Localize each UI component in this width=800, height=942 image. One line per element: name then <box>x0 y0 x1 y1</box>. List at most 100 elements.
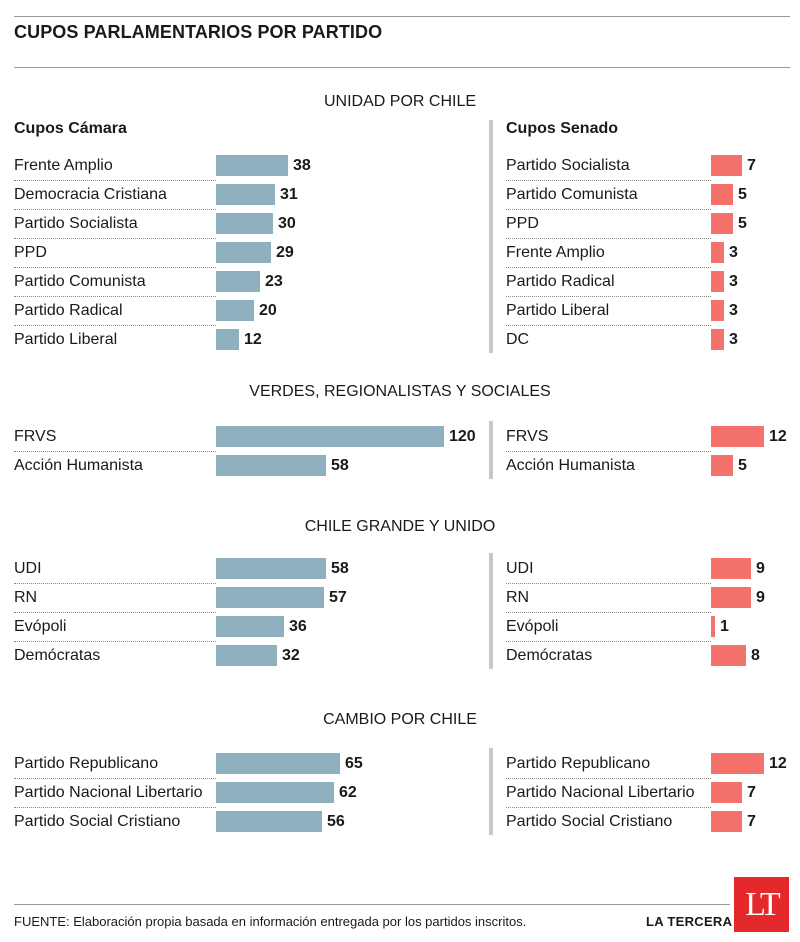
senado-bar <box>711 184 733 205</box>
camara-bar <box>216 616 284 637</box>
coalition-title: VERDES, REGIONALISTAS Y SOCIALES <box>249 383 551 400</box>
top-rule <box>14 16 790 17</box>
camara-column-title: Cupos Cámara <box>14 120 127 137</box>
senado-row: DC 3 <box>506 326 789 355</box>
row-divider <box>506 267 711 268</box>
senado-row: Acción Humanista 5 <box>506 452 789 481</box>
senado-bar <box>711 329 724 350</box>
value-label: 9 <box>756 560 765 577</box>
value-label: 12 <box>769 755 787 772</box>
row-divider <box>14 807 216 808</box>
value-label: 5 <box>738 186 747 203</box>
column-divider <box>489 421 493 479</box>
camara-bar <box>216 753 340 774</box>
senado-row: RN 9 <box>506 584 789 613</box>
party-label: Evópoli <box>506 618 559 635</box>
party-label: Partido Republicano <box>14 755 159 772</box>
row-divider <box>506 180 711 181</box>
senado-row: FRVS 12 <box>506 423 789 452</box>
brand-name: LA TERCERA <box>646 914 733 929</box>
camara-row: RN 57 <box>14 584 467 613</box>
senado-row: Partido Liberal 3 <box>506 297 789 326</box>
logo-text: LT <box>745 886 780 923</box>
party-label: Partido Nacional Libertario <box>14 784 203 801</box>
senado-bar <box>711 782 742 803</box>
value-label: 12 <box>769 428 787 445</box>
row-divider <box>14 209 216 210</box>
camara-bar <box>216 645 277 666</box>
party-label: Democracia Cristiana <box>14 186 167 203</box>
senado-row: Partido Radical 3 <box>506 268 789 297</box>
party-label: UDI <box>506 560 534 577</box>
row-divider <box>506 583 711 584</box>
row-divider <box>506 807 711 808</box>
value-label: 7 <box>747 784 756 801</box>
row-divider <box>14 238 216 239</box>
value-label: 7 <box>747 157 756 174</box>
value-label: 58 <box>331 457 349 474</box>
row-divider <box>14 641 216 642</box>
party-label: Demócratas <box>14 647 101 664</box>
row-divider <box>14 612 216 613</box>
coalition-title: CAMBIO POR CHILE <box>323 711 477 728</box>
senado-bar <box>711 300 724 321</box>
title-rule <box>14 67 790 68</box>
row-divider <box>506 451 711 452</box>
party-label: FRVS <box>14 428 57 445</box>
party-label: Partido Liberal <box>506 302 610 319</box>
value-label: 36 <box>289 618 307 635</box>
value-label: 32 <box>282 647 300 664</box>
party-label: Partido Radical <box>506 273 615 290</box>
party-label: Partido Liberal <box>14 331 118 348</box>
senado-row: Evópoli 1 <box>506 613 789 642</box>
senado-bar <box>711 558 751 579</box>
party-label: Evópoli <box>14 618 67 635</box>
camara-bar <box>216 558 326 579</box>
senado-row: Demócratas 8 <box>506 642 789 671</box>
row-divider <box>14 180 216 181</box>
value-label: 1 <box>720 618 729 635</box>
row-divider <box>14 267 216 268</box>
value-label: 38 <box>293 157 311 174</box>
senado-row: Frente Amplio 3 <box>506 239 789 268</box>
party-label: Partido Socialista <box>14 215 138 232</box>
party-label: UDI <box>14 560 42 577</box>
party-label: Partido Republicano <box>506 755 651 772</box>
camara-bar <box>216 782 334 803</box>
value-label: 120 <box>449 428 476 445</box>
party-label: Acción Humanista <box>506 457 635 474</box>
senado-bar <box>711 753 764 774</box>
row-divider <box>506 778 711 779</box>
senado-bar <box>711 616 715 637</box>
senado-bar <box>711 155 742 176</box>
party-label: Partido Comunista <box>14 273 146 290</box>
senado-bar <box>711 587 751 608</box>
row-divider <box>14 296 216 297</box>
row-divider <box>506 238 711 239</box>
camara-bar <box>216 587 324 608</box>
coalition-title: CHILE GRANDE Y UNIDO <box>304 518 496 535</box>
value-label: 58 <box>331 560 349 577</box>
senado-bar <box>711 645 746 666</box>
value-label: 7 <box>747 813 756 830</box>
row-divider <box>14 583 216 584</box>
camara-bar <box>216 300 254 321</box>
party-label: Partido Comunista <box>506 186 638 203</box>
column-divider <box>489 120 493 353</box>
senado-bar <box>711 242 724 263</box>
camara-row: UDI 58 <box>14 555 467 584</box>
camara-row: Demócratas 32 <box>14 642 467 671</box>
page-title: CUPOS PARLAMENTARIOS POR PARTIDO <box>14 22 383 42</box>
value-label: 56 <box>327 813 345 830</box>
camara-bar <box>216 811 322 832</box>
senado-bar <box>711 426 764 447</box>
senado-row: UDI 9 <box>506 555 789 584</box>
senado-row: Partido Nacional Libertario 7 <box>506 779 789 808</box>
la-tercera-logo: LT <box>734 877 789 932</box>
party-label: Acción Humanista <box>14 457 143 474</box>
party-label: PPD <box>14 244 47 261</box>
coalition-title: UNIDAD POR CHILE <box>323 93 477 110</box>
value-label: 20 <box>259 302 277 319</box>
camara-row: Partido Nacional Libertario 62 <box>14 779 467 808</box>
